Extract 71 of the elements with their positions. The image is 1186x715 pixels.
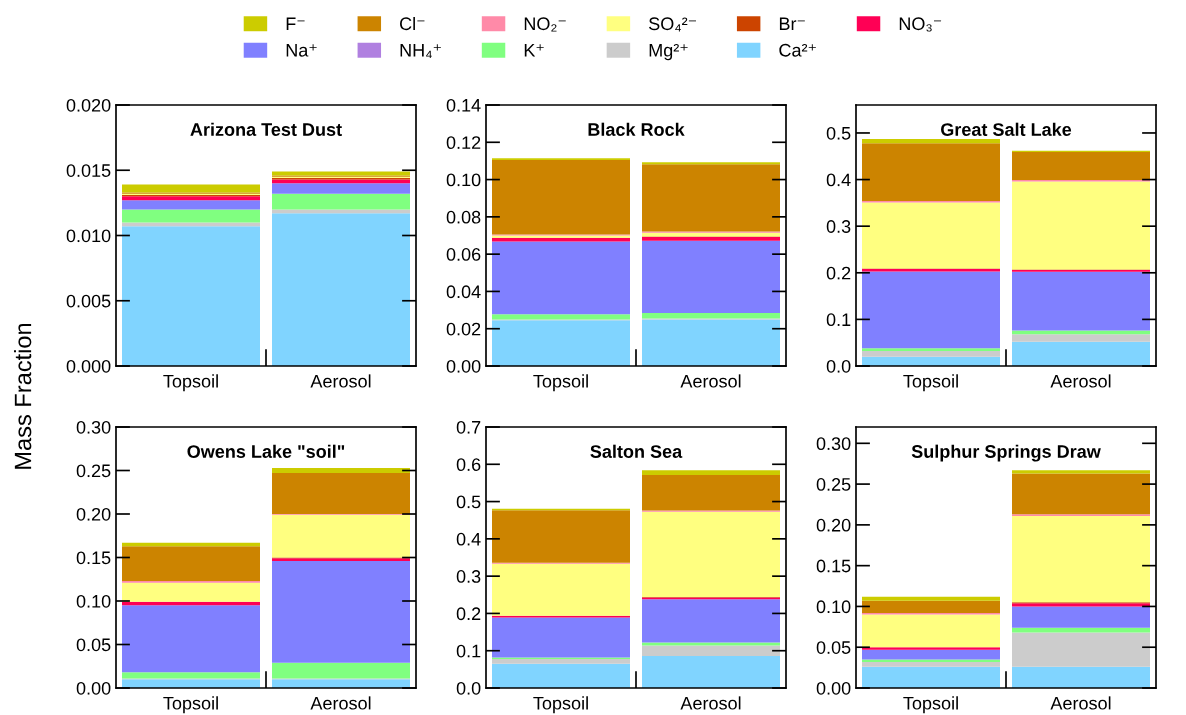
legend-label: Ca²⁺ bbox=[779, 43, 816, 57]
y-axis-title: Mass Fraction bbox=[14, 323, 32, 469]
y-tick-label: 0.15 bbox=[76, 551, 111, 565]
x-tick-label: Topsoil bbox=[533, 696, 588, 714]
y-tick-label: 0.3 bbox=[826, 220, 851, 233]
legend-label: SO₄²⁻ bbox=[649, 17, 696, 32]
y-tick-label: 0.15 bbox=[816, 559, 851, 573]
x-tick-label: Topsoil bbox=[903, 696, 958, 714]
y-tick-label: 0.4 bbox=[456, 532, 481, 546]
text: Black Rock bbox=[588, 122, 685, 136]
x-tick-label: Aerosol bbox=[1050, 374, 1111, 388]
y-tick-label: 0.12 bbox=[446, 136, 481, 150]
legend-label: Na⁺ bbox=[286, 44, 317, 57]
y-tick-label: 0.25 bbox=[816, 478, 851, 491]
y-tick-label: 0.20 bbox=[76, 507, 111, 521]
y-tick-label: 0.6 bbox=[456, 458, 481, 472]
y-tick-label: 0.05 bbox=[816, 641, 851, 654]
legend-label: K⁺ bbox=[524, 44, 544, 57]
y-tick-label: 0.30 bbox=[76, 420, 111, 434]
y-tick-label: 0.1 bbox=[456, 644, 481, 658]
legend-label: NH₄⁺ bbox=[400, 44, 441, 59]
text: Owens Lake "soil" bbox=[187, 444, 345, 458]
x-tick-label: Aerosol bbox=[680, 696, 741, 710]
text: Arizona Test Dust bbox=[190, 122, 342, 136]
y-tick-label: 0.06 bbox=[446, 248, 481, 261]
text: Sulphur Springs Draw bbox=[911, 444, 1101, 462]
x-tick-label: Aerosol bbox=[310, 374, 371, 388]
text: Salton Sea bbox=[590, 444, 683, 458]
x-tick-label: Topsoil bbox=[903, 374, 958, 392]
y-tick-label: 0.1 bbox=[826, 313, 851, 327]
legend-label: Br⁻ bbox=[779, 17, 805, 30]
x-tick-label: Aerosol bbox=[1050, 696, 1111, 710]
x-tick-label: Aerosol bbox=[310, 696, 371, 710]
legend-label: F⁻ bbox=[286, 17, 305, 30]
y-tick-label: 0.020 bbox=[66, 98, 111, 112]
y-tick-label: 0.0 bbox=[456, 681, 481, 695]
y-tick-label: 0.5 bbox=[456, 495, 481, 509]
legend-label: NO₂⁻ bbox=[524, 17, 566, 32]
y-tick-label: 0.00 bbox=[816, 681, 851, 695]
y-tick-label: 0.00 bbox=[446, 359, 481, 373]
y-tick-label: 0.10 bbox=[816, 600, 851, 614]
y-tick-label: 0.4 bbox=[826, 173, 851, 187]
y-tick-label: 0.000 bbox=[66, 359, 111, 373]
y-tick-label: 0.02 bbox=[446, 322, 481, 336]
x-tick-label: Aerosol bbox=[680, 374, 741, 388]
y-tick-label: 0.3 bbox=[456, 570, 481, 583]
legend-label: Mg²⁺ bbox=[649, 43, 688, 61]
y-tick-label: 0.0 bbox=[826, 359, 851, 373]
text: Great Salt Lake bbox=[941, 122, 1072, 136]
y-tick-label: 0.04 bbox=[446, 285, 481, 299]
x-tick-label: Topsoil bbox=[163, 374, 218, 392]
y-tick-label: 0.2 bbox=[826, 266, 851, 280]
y-tick-label: 0.015 bbox=[66, 164, 111, 177]
y-tick-label: 0.010 bbox=[66, 229, 111, 243]
y-tick-label: 0.30 bbox=[816, 437, 851, 451]
y-tick-label: 0.08 bbox=[446, 210, 481, 224]
y-tick-label: 0.10 bbox=[76, 594, 111, 608]
y-tick-label: 0.7 bbox=[456, 420, 481, 434]
x-tick-label: Topsoil bbox=[533, 374, 588, 392]
y-tick-label: 0.20 bbox=[816, 518, 851, 532]
x-tick-label: Topsoil bbox=[163, 696, 218, 714]
y-tick-label: 0.5 bbox=[826, 126, 851, 140]
y-tick-label: 0.14 bbox=[446, 98, 481, 112]
y-tick-label: 0.2 bbox=[456, 607, 481, 621]
y-tick-label: 0.00 bbox=[76, 681, 111, 695]
y-tick-label: 0.25 bbox=[76, 464, 111, 478]
legend-label: NO₃⁻ bbox=[899, 17, 942, 32]
y-tick-label: 0.10 bbox=[446, 173, 481, 187]
legend-label: Cl⁻ bbox=[400, 16, 425, 31]
y-tick-label: 0.005 bbox=[66, 294, 111, 308]
y-tick-label: 0.05 bbox=[76, 638, 111, 652]
